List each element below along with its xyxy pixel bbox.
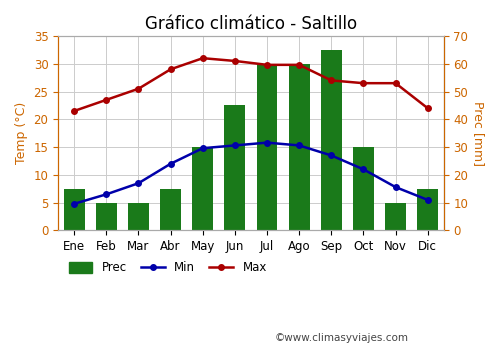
Bar — [160, 189, 181, 230]
Bar — [385, 203, 406, 230]
Y-axis label: Temp (°C): Temp (°C) — [15, 102, 28, 164]
Bar — [321, 50, 342, 230]
Y-axis label: Prec [mm]: Prec [mm] — [472, 101, 485, 166]
Title: Gráfico climático - Saltillo: Gráfico climático - Saltillo — [145, 15, 357, 33]
Bar — [353, 147, 374, 230]
Bar — [288, 64, 310, 230]
Bar — [96, 203, 117, 230]
Bar — [192, 147, 213, 230]
Bar — [64, 189, 84, 230]
Bar — [128, 203, 149, 230]
Bar — [417, 189, 438, 230]
Bar — [224, 105, 246, 230]
Bar — [256, 64, 278, 230]
Legend: Prec, Min, Max: Prec, Min, Max — [64, 257, 272, 279]
Text: ©www.climasyviajes.com: ©www.climasyviajes.com — [275, 333, 409, 343]
